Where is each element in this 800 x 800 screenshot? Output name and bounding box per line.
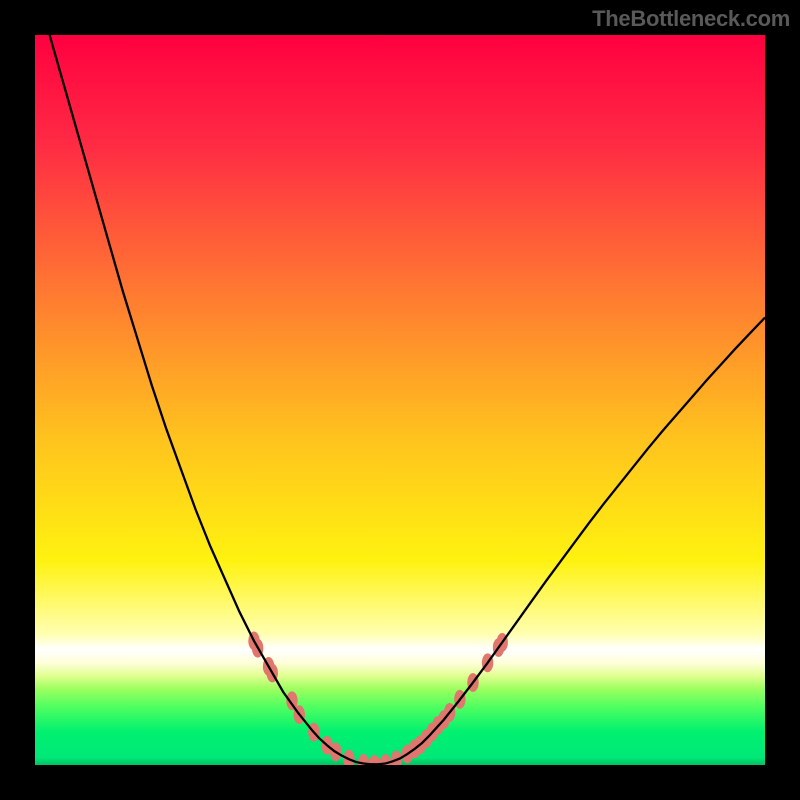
- chart-container: [35, 35, 765, 765]
- bottleneck-chart: [35, 35, 765, 765]
- gradient-background: [35, 35, 765, 765]
- watermark-text: TheBottleneck.com: [592, 6, 790, 32]
